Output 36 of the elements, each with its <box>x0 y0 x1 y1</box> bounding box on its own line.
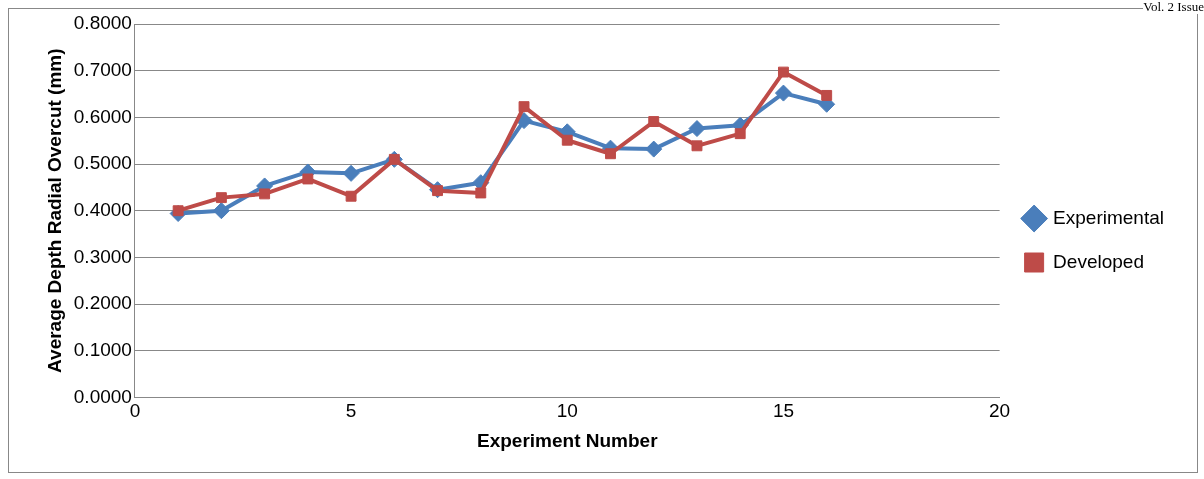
y-tick-label: 0.5000 <box>73 152 132 174</box>
legend-label: Experimental <box>1053 206 1165 228</box>
y-tick-label: 0.0000 <box>73 385 132 407</box>
point <box>821 89 833 101</box>
point <box>561 134 573 146</box>
y-tick-label: 0.1000 <box>73 338 132 360</box>
y-tick-label: 0.3000 <box>73 245 132 267</box>
point <box>259 188 271 200</box>
x-tick-label: 10 <box>556 400 578 422</box>
point <box>605 148 616 160</box>
point <box>645 140 663 158</box>
point <box>691 140 703 152</box>
y-tick-label: 0.6000 <box>73 105 132 127</box>
y-tick-label: 0.7000 <box>73 58 132 80</box>
point <box>734 128 746 140</box>
x-tick-label: 20 <box>989 400 1011 422</box>
point <box>342 164 360 182</box>
point <box>777 66 789 78</box>
x-axis-title: Experiment Number <box>476 429 659 451</box>
x-tick-label: 5 <box>345 400 357 422</box>
point <box>345 190 357 202</box>
y-tick-label: 0.2000 <box>73 292 132 314</box>
point <box>774 84 792 102</box>
point <box>688 120 706 138</box>
point <box>475 187 487 199</box>
point <box>302 173 314 185</box>
text: Vol. 2 Issue <box>1143 0 1204 14</box>
point <box>518 101 530 113</box>
x-tick-label: 15 <box>772 400 795 422</box>
y-tick-label: 0.8000 <box>73 12 132 34</box>
legend-label: Developed <box>1053 250 1144 272</box>
point <box>215 192 227 204</box>
y-axis-title: Average Depth Radial Overcut (mm) <box>43 48 65 373</box>
y-tick-label: 0.4000 <box>73 198 132 220</box>
point <box>648 116 660 127</box>
point <box>212 202 230 220</box>
